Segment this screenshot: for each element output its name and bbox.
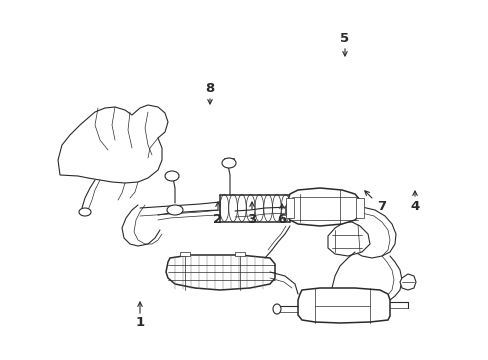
Text: 1: 1 [135,316,144,329]
Ellipse shape [222,158,236,168]
Polygon shape [327,222,369,256]
Text: 2: 2 [213,213,222,226]
Polygon shape [297,288,389,323]
Polygon shape [58,105,168,183]
Ellipse shape [167,205,183,215]
Text: 8: 8 [205,81,214,94]
Ellipse shape [272,304,281,314]
Text: 6: 6 [277,213,286,226]
Text: 7: 7 [377,201,386,213]
Ellipse shape [164,171,179,181]
Polygon shape [285,188,361,226]
Text: 5: 5 [340,31,349,45]
Polygon shape [165,255,274,290]
Text: 4: 4 [409,201,419,213]
Ellipse shape [79,208,91,216]
Polygon shape [180,252,190,256]
Text: 3: 3 [247,213,256,226]
Polygon shape [285,198,293,218]
Polygon shape [355,198,363,218]
Polygon shape [235,252,244,256]
Polygon shape [399,274,415,290]
